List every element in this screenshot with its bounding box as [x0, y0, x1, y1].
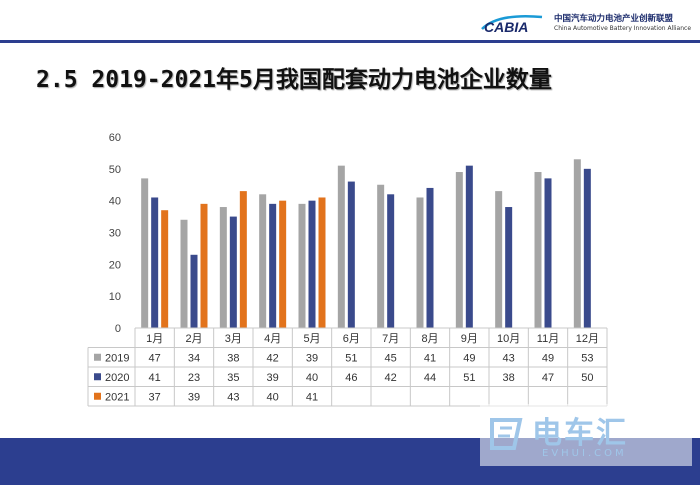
data-label-2021: 39 — [188, 391, 200, 403]
data-label-2020: 40 — [306, 372, 318, 384]
legend-label-2021: 2021 — [105, 391, 129, 403]
y-tick-label: 40 — [109, 196, 121, 208]
y-tick-label: 30 — [109, 228, 121, 240]
data-label-2019: 49 — [542, 352, 554, 364]
bar-2019 — [377, 184, 385, 328]
logo-brand: CABIA — [484, 19, 528, 35]
data-label-2021: 40 — [267, 391, 279, 403]
bar-2019 — [337, 165, 345, 328]
bar-2019 — [495, 191, 503, 328]
bar-2021 — [161, 210, 169, 328]
data-label-2021: 41 — [306, 391, 318, 403]
category-label: 10月 — [497, 333, 520, 345]
data-label-2019: 53 — [581, 352, 593, 364]
bar-2019 — [180, 219, 188, 328]
data-label-2020: 50 — [581, 372, 593, 384]
data-label-2019: 43 — [503, 352, 515, 364]
bar-2021 — [279, 200, 287, 328]
bar-2020 — [465, 165, 473, 328]
bar-2020 — [190, 254, 198, 328]
header-divider — [0, 40, 700, 43]
bar-2020 — [544, 178, 552, 328]
bar-2021 — [318, 197, 326, 328]
slide-title: 2.5 2019-2021年5月我国配套动力电池企业数量 — [36, 67, 552, 93]
data-label-2021: 43 — [227, 391, 239, 403]
data-label-2019: 38 — [227, 352, 239, 364]
bar-2019 — [219, 207, 227, 328]
bar-2019 — [141, 178, 149, 328]
category-label: 5月 — [303, 333, 320, 345]
bar-2020 — [583, 168, 591, 328]
category-label: 8月 — [421, 333, 438, 345]
legend-swatch-2019 — [94, 353, 101, 361]
bar-2020 — [426, 187, 434, 328]
y-tick-label: 50 — [109, 164, 121, 176]
bar-2019 — [416, 197, 424, 328]
data-label-2019: 39 — [306, 352, 318, 364]
evhui-watermark: 电车汇 EVHUI.COM — [480, 404, 692, 466]
logo-english-name: China Automotive Battery Innovation Alli… — [554, 25, 692, 32]
data-label-2019: 49 — [463, 352, 475, 364]
legend-label-2020: 2020 — [105, 372, 129, 384]
bar-2021 — [239, 191, 247, 328]
data-label-2019: 41 — [424, 352, 436, 364]
category-label: 4月 — [264, 333, 281, 345]
category-label: 3月 — [225, 333, 242, 345]
cabia-logo-icon: CABIA — [481, 14, 543, 35]
bar-2020 — [505, 207, 513, 328]
data-label-2020: 51 — [463, 372, 475, 384]
legend-label-2019: 2019 — [105, 352, 129, 364]
data-label-2019: 34 — [188, 352, 200, 364]
bar-chart: 0 10 20 30 40 50 60 1月 2月 3月 4月 5月 6月 7月 8月 9月 10月 11月 12… — [87, 132, 608, 407]
data-label-2021: 37 — [149, 391, 161, 403]
bar-2019 — [573, 159, 581, 328]
evhui-watermark-icon — [490, 418, 523, 450]
data-label-2019: 47 — [149, 352, 161, 364]
bar-2019 — [455, 172, 463, 328]
bar-2020 — [347, 181, 355, 328]
data-label-2020: 23 — [188, 372, 200, 384]
data-label-2020: 38 — [503, 372, 515, 384]
category-label: 2月 — [185, 333, 202, 345]
bar-2020 — [151, 197, 159, 328]
category-label: 6月 — [343, 333, 360, 345]
data-label-2020: 39 — [267, 372, 279, 384]
data-label-2020: 46 — [345, 372, 357, 384]
cabia-logo: CABIA 中国汽车动力电池产业创新联盟 China Automotive Ba… — [478, 9, 698, 37]
category-label: 1月 — [146, 333, 163, 345]
bar-2019 — [534, 172, 542, 328]
category-label: 9月 — [461, 333, 478, 345]
y-tick-label: 10 — [109, 291, 121, 303]
category-label: 7月 — [382, 333, 399, 345]
bar-2020 — [387, 194, 395, 328]
legend-swatch-2021 — [94, 392, 101, 400]
data-label-2019: 51 — [345, 352, 357, 364]
y-tick-label: 20 — [109, 259, 121, 271]
bar-2021 — [200, 203, 208, 328]
watermark-text: 电车汇 — [532, 416, 628, 451]
bar-2019 — [298, 203, 306, 328]
category-label: 11月 — [537, 333, 559, 345]
legend-swatch-2020 — [94, 373, 101, 381]
y-tick-label: 60 — [109, 132, 121, 144]
bar-2019 — [259, 194, 267, 328]
y-tick-label: 0 — [115, 323, 121, 335]
category-label: 12月 — [576, 333, 599, 345]
bar-2020 — [269, 203, 277, 328]
logo-chinese-name: 中国汽车动力电池产业创新联盟 — [554, 14, 674, 24]
watermark-subtext: EVHUI.COM — [542, 448, 627, 459]
data-label-2020: 47 — [542, 372, 554, 384]
data-label-2019: 42 — [267, 352, 279, 364]
data-label-2020: 41 — [149, 372, 161, 384]
data-label-2020: 44 — [424, 372, 436, 384]
bar-2020 — [229, 216, 237, 328]
data-label-2020: 42 — [385, 372, 397, 384]
data-label-2020: 35 — [227, 372, 239, 384]
data-label-2019: 45 — [385, 352, 397, 364]
bar-2020 — [308, 200, 316, 328]
